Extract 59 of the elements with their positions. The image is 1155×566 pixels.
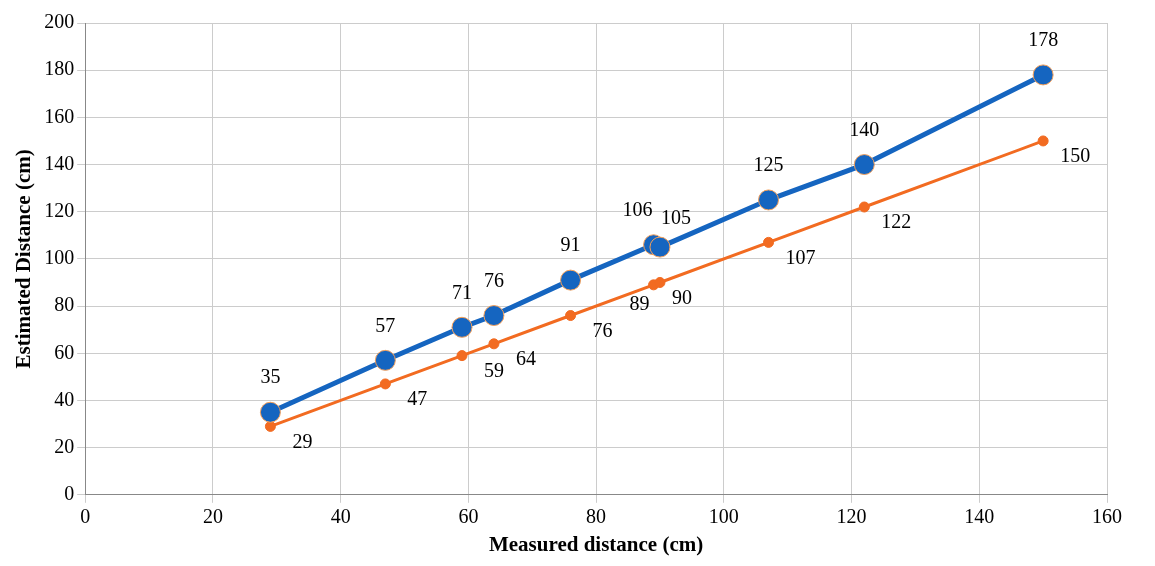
point bbox=[858, 201, 870, 213]
point bbox=[758, 189, 780, 211]
data-label: 105 bbox=[660, 206, 691, 229]
data-label: 76 bbox=[592, 318, 613, 341]
point bbox=[483, 305, 505, 327]
point bbox=[456, 350, 468, 362]
data-label: 89 bbox=[629, 292, 650, 315]
x-tick-label: 100 bbox=[708, 505, 739, 528]
point bbox=[451, 316, 473, 338]
point bbox=[374, 349, 396, 371]
y-tick-label: 200 bbox=[44, 10, 75, 33]
point bbox=[259, 401, 281, 423]
data-label: 150 bbox=[1060, 144, 1091, 167]
data-label: 64 bbox=[515, 347, 536, 370]
x-tick-label: 120 bbox=[836, 505, 867, 528]
x-tick-label: 0 bbox=[80, 505, 91, 528]
x-tick-label: 80 bbox=[586, 505, 607, 528]
point bbox=[649, 236, 671, 258]
data-label: 107 bbox=[785, 245, 816, 268]
data-label: 71 bbox=[451, 280, 472, 303]
point bbox=[654, 276, 666, 288]
data-label: 47 bbox=[407, 387, 428, 410]
y-tick-label: 180 bbox=[44, 57, 75, 80]
x-tick-label: 20 bbox=[202, 505, 223, 528]
y-axis-title: Estimated Distance (cm) bbox=[11, 149, 36, 369]
data-label: 91 bbox=[560, 233, 581, 256]
x-tick-label: 140 bbox=[964, 505, 995, 528]
data-label: 57 bbox=[375, 313, 396, 336]
y-tick-label: 160 bbox=[44, 104, 75, 127]
point bbox=[853, 154, 875, 176]
data-label: 90 bbox=[671, 285, 692, 308]
point bbox=[488, 338, 500, 350]
point bbox=[565, 310, 577, 322]
y-tick-label: 120 bbox=[44, 198, 75, 221]
y-tick-label: 140 bbox=[44, 151, 75, 174]
data-label: 140 bbox=[849, 117, 880, 140]
point bbox=[379, 378, 391, 390]
y-tick-label: 100 bbox=[44, 246, 75, 269]
y-tick-label: 60 bbox=[54, 340, 75, 363]
data-label: 178 bbox=[1028, 28, 1059, 51]
x-axis-title: Measured distance (cm) bbox=[488, 531, 704, 556]
y-tick-label: 40 bbox=[54, 387, 75, 410]
point bbox=[1032, 64, 1054, 86]
data-label: 35 bbox=[260, 365, 281, 388]
point bbox=[763, 236, 775, 248]
point bbox=[1037, 135, 1049, 147]
x-tick-label: 60 bbox=[458, 505, 479, 528]
data-label: 122 bbox=[881, 210, 912, 233]
x-tick-label: 160 bbox=[1092, 505, 1122, 528]
y-tick-label: 0 bbox=[64, 482, 75, 505]
data-label: 76 bbox=[483, 268, 504, 291]
data-label: 29 bbox=[292, 429, 313, 452]
y-tick-label: 20 bbox=[54, 434, 75, 457]
data-label: 125 bbox=[753, 153, 784, 176]
data-label: 59 bbox=[483, 358, 504, 381]
y-tick-label: 80 bbox=[54, 293, 75, 316]
x-tick-label: 40 bbox=[330, 505, 351, 528]
point bbox=[560, 269, 582, 291]
data-label: 106 bbox=[622, 198, 653, 220]
